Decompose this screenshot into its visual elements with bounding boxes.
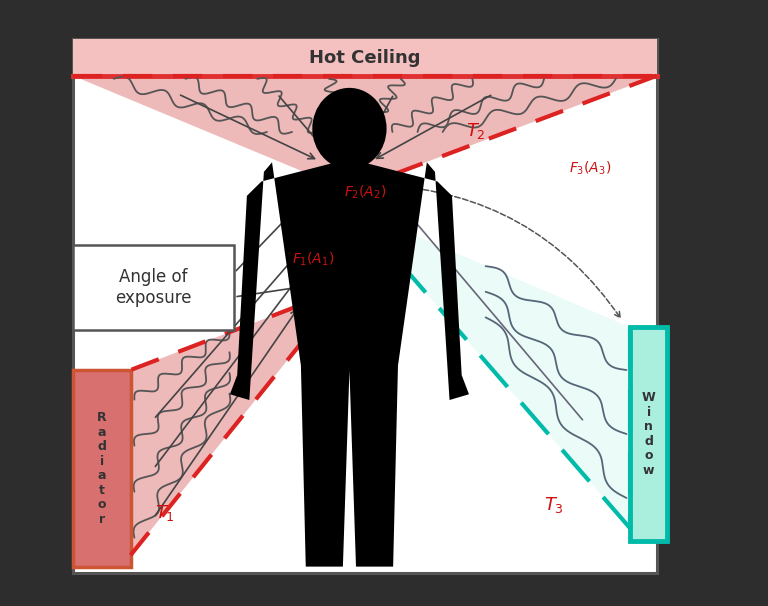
Text: $T_2$: $T_2$: [466, 121, 486, 141]
Polygon shape: [73, 39, 657, 76]
Text: $F_1(A_1)$: $F_1(A_1)$: [292, 251, 334, 268]
Polygon shape: [73, 370, 131, 567]
Polygon shape: [631, 327, 667, 541]
Polygon shape: [73, 39, 657, 573]
Text: W
i
n
d
o
w: W i n d o w: [642, 391, 656, 477]
Ellipse shape: [313, 88, 386, 169]
Polygon shape: [230, 162, 469, 567]
Text: $T_1$: $T_1$: [155, 503, 175, 523]
Text: $T_3$: $T_3$: [544, 495, 564, 515]
Polygon shape: [131, 288, 346, 555]
Text: $F_2(A_2)$: $F_2(A_2)$: [344, 184, 386, 201]
Polygon shape: [73, 76, 657, 191]
Text: R
a
d
i
a
t
o
r: R a d i a t o r: [97, 411, 107, 526]
FancyBboxPatch shape: [73, 245, 234, 330]
Text: Hot Ceiling: Hot Ceiling: [309, 48, 421, 67]
Text: Angle of
exposure: Angle of exposure: [115, 268, 192, 307]
Text: $F_3(A_3)$: $F_3(A_3)$: [569, 160, 611, 177]
Polygon shape: [353, 209, 631, 528]
